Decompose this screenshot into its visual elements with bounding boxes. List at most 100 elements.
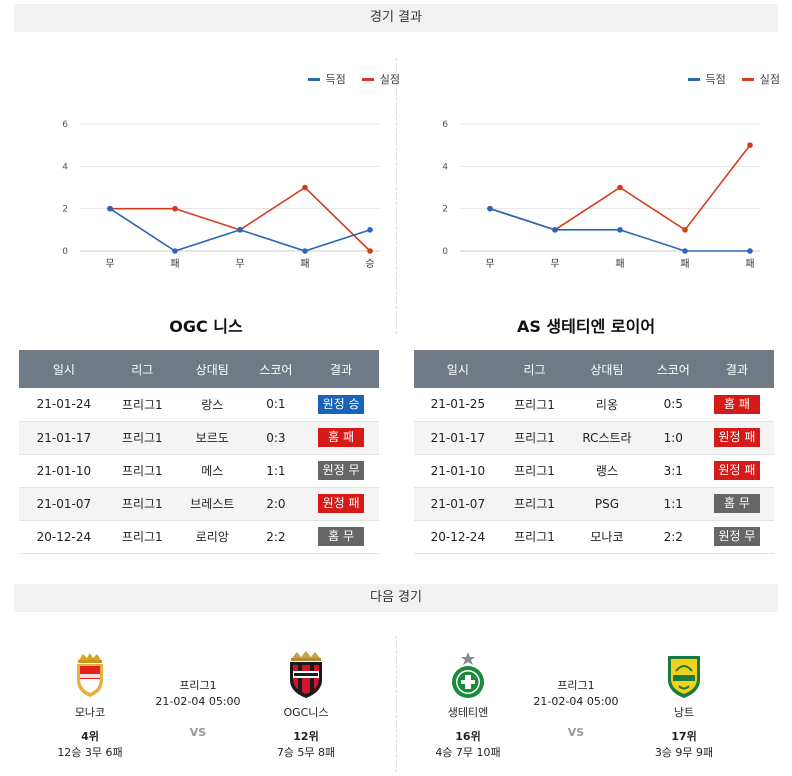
cell-result: 원정 패: [699, 454, 774, 488]
match-info: 프리그1 21-02-04 05:00: [518, 677, 634, 708]
result-badge: 홈 패: [318, 428, 365, 447]
cell-league: 프리그1: [501, 454, 568, 488]
cell-league: 프리그1: [108, 520, 176, 554]
nice-crest-icon: [290, 651, 322, 698]
home-team-name: 모나코: [74, 706, 106, 719]
saint-etienne-crest-icon: [452, 652, 484, 698]
table-row[interactable]: 20-12-24 프리그1 모나코 2:2 원정 무: [414, 520, 774, 554]
data-point-conceded: [617, 184, 623, 191]
charts-divider: [396, 58, 397, 334]
right-results-table: 일시 리그 상대팀 스코어 결과 21-01-25 프리그1 리옹 0:5 홈 패 21-01-1…: [414, 350, 774, 554]
data-point-conceded: [747, 142, 753, 148]
matches-divider: [396, 636, 397, 772]
result-badge: 원정 무: [713, 527, 760, 546]
result-badge: 홈 무: [713, 494, 760, 513]
column-header: 상대팀: [175, 350, 249, 388]
away-team[interactable]: 낭트 17위 3승 9무 9패: [634, 650, 734, 760]
column-header: 결과: [699, 350, 774, 388]
cell-league: 프리그1: [108, 454, 176, 488]
table-row[interactable]: 21-01-10 프리그1 메스 1:1 원정 무: [19, 454, 379, 488]
cell-date: 21-01-10: [19, 454, 109, 488]
column-header: 일시: [414, 350, 502, 388]
result-badge: 홈 패: [713, 394, 760, 414]
home-team-record: 4승 7무 10패: [435, 746, 501, 759]
cell-league: 프리그1: [108, 388, 176, 422]
column-header: 일시: [19, 350, 109, 388]
table-row[interactable]: 21-01-24 프리그1 랑스 0:1 원정 승: [19, 388, 379, 422]
y-tick-label: 0: [442, 247, 448, 257]
cell-score: 1:0: [646, 421, 700, 455]
x-tick-label: 패: [170, 258, 179, 270]
cell-score: 0:5: [646, 388, 700, 422]
cell-league: 프리그1: [501, 388, 568, 422]
right-team-chart: 득점 실점 0 2 4 6 무 무 패 패 패: [420, 60, 780, 280]
table-header-row: 일시 리그 상대팀 스코어 결과: [19, 350, 379, 388]
left-team-chart: 득점 실점 0 2 4 6 무 패 무 패 승: [40, 60, 400, 280]
left-chart-svg: 0 2 4 6 무 패 무 패 승: [62, 120, 380, 270]
cell-date: 21-01-17: [414, 421, 502, 455]
legend-scored: 득점: [687, 71, 726, 87]
table-header-row: 일시 리그 상대팀 스코어 결과: [414, 350, 774, 388]
table-row[interactable]: 21-01-17 프리그1 보르도 0:3 홈 패: [19, 421, 379, 455]
match-league: 프리그1: [557, 679, 595, 692]
cell-result: 홈 패: [303, 421, 379, 455]
cell-league: 프리그1: [501, 421, 568, 455]
result-badge: 원정 무: [318, 461, 365, 480]
data-point-scored: [107, 205, 113, 212]
data-point-conceded: [682, 227, 688, 233]
data-point-scored: [487, 205, 493, 212]
legend-scored-label: 득점: [325, 73, 346, 86]
data-point-scored: [302, 248, 308, 254]
away-team[interactable]: OGC니스 12위 7승 5무 8패: [256, 650, 356, 760]
vs-label: VS: [189, 726, 207, 739]
match-datetime: 21-02-04 05:00: [533, 695, 619, 708]
cell-score: 3:1: [646, 454, 700, 488]
vs-label: VS: [567, 726, 585, 739]
data-point-scored: [682, 248, 688, 254]
cell-opponent: 메스: [175, 454, 249, 488]
cell-score: 1:1: [646, 487, 700, 521]
table-row[interactable]: 21-01-25 프리그1 리옹 0:5 홈 패: [414, 388, 774, 422]
cell-result: 홈 무: [699, 487, 774, 521]
legend-scored: 득점: [307, 71, 346, 87]
cell-date: 21-01-25: [414, 388, 502, 422]
x-tick-label: 승: [365, 258, 374, 270]
home-team[interactable]: 생테티엔 16위 4승 7무 10패: [418, 650, 518, 760]
result-badge: 원정 패: [318, 494, 365, 513]
table-row[interactable]: 21-01-07 프리그1 브레스트 2:0 원정 패: [19, 487, 379, 521]
x-tick-label: 무: [485, 259, 494, 270]
table-row[interactable]: 21-01-07 프리그1 PSG 1:1 홈 무: [414, 487, 774, 521]
cell-score: 2:2: [248, 520, 304, 554]
data-point-conceded: [172, 205, 178, 212]
match-league: 프리그1: [179, 679, 217, 692]
next-match-card[interactable]: 생테티엔 16위 4승 7무 10패 프리그1 21-02-04 05:00 V…: [418, 650, 748, 760]
column-header: 결과: [303, 350, 379, 388]
cell-opponent: 랑스: [175, 388, 249, 422]
cell-date: 21-01-10: [414, 454, 502, 488]
table-row[interactable]: 20-12-24 프리그1 로리앙 2:2 홈 무: [19, 520, 379, 554]
home-team-rank: 4위: [81, 730, 99, 743]
legend-scored-label: 득점: [705, 73, 726, 86]
monaco-crest-icon: [77, 653, 103, 697]
left-results-table: 일시 리그 상대팀 스코어 결과 21-01-24 프리그1 랑스 0:1 원정 승 21-01-…: [19, 350, 379, 554]
next-match-card[interactable]: 모나코 4위 12승 3무 6패 프리그1 21-02-04 05:00 VS …: [40, 650, 370, 760]
data-point-scored: [237, 227, 243, 233]
away-team-rank: 17위: [671, 730, 697, 743]
result-badge: 원정 패: [713, 461, 760, 480]
series-line-conceded: [110, 186, 371, 252]
data-point-conceded: [367, 248, 373, 254]
cell-date: 21-01-24: [19, 388, 109, 422]
table-row[interactable]: 21-01-10 프리그1 랭스 3:1 원정 패: [414, 454, 774, 488]
legend-scored-swatch: [307, 77, 320, 81]
away-team-name: 낭트: [673, 706, 695, 719]
x-tick-label: 패: [680, 258, 689, 270]
data-point-scored: [747, 248, 753, 254]
column-header: 스코어: [248, 350, 304, 388]
x-tick-label: 패: [300, 258, 309, 270]
home-team[interactable]: 모나코 4위 12승 3무 6패: [40, 650, 140, 760]
cell-opponent: 리옹: [567, 388, 647, 422]
home-team-rank: 16위: [455, 730, 481, 743]
x-tick-label: 패: [615, 258, 624, 270]
cell-opponent: 랭스: [567, 454, 647, 488]
table-row[interactable]: 21-01-17 프리그1 RC스트라 1:0 원정 패: [414, 421, 774, 455]
